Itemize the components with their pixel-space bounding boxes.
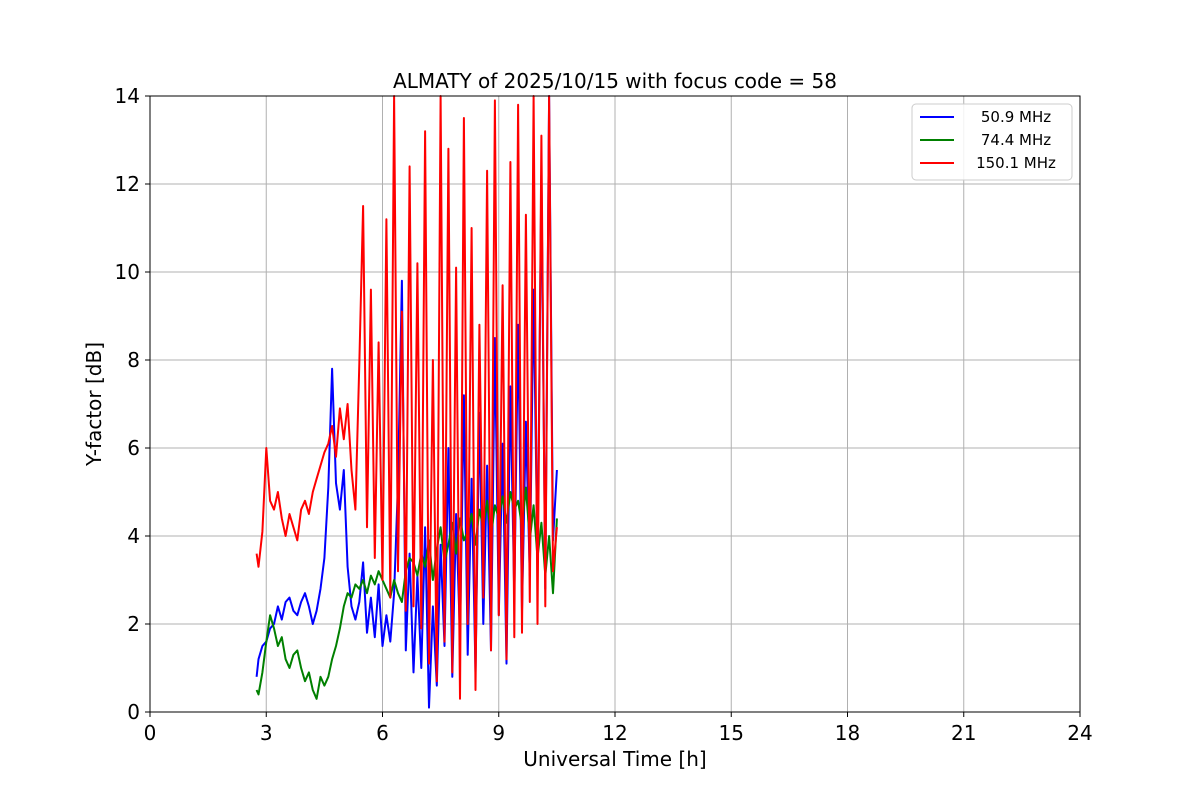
y-axis-label: Y-factor [dB] bbox=[82, 342, 106, 467]
x-tick-label: 9 bbox=[492, 721, 505, 745]
chart-title: ALMATY of 2025/10/15 with focus code = 5… bbox=[393, 69, 837, 93]
y-tick-label: 6 bbox=[127, 436, 140, 460]
series-line-2 bbox=[255, 95, 558, 700]
y-tick-label: 2 bbox=[127, 612, 140, 636]
x-axis-label: Universal Time [h] bbox=[523, 747, 706, 771]
legend-label-50-9: 50.9 MHz bbox=[981, 108, 1051, 126]
y-tick-label: 0 bbox=[127, 700, 140, 724]
y-tick-label: 10 bbox=[115, 260, 140, 284]
legend-frame bbox=[911, 103, 1073, 181]
series-layer bbox=[255, 95, 558, 709]
y-tick-label: 12 bbox=[115, 172, 140, 196]
legend-label-150-1: 150.1 MHz bbox=[976, 154, 1056, 172]
x-tick-label: 15 bbox=[719, 721, 744, 745]
y-tick-label: 8 bbox=[127, 348, 140, 372]
y-tick-label: 4 bbox=[127, 524, 140, 548]
x-tick-label: 0 bbox=[144, 721, 157, 745]
legend-label-74-4: 74.4 MHz bbox=[981, 131, 1051, 149]
y-tick-label: 14 bbox=[115, 84, 140, 108]
x-tick-label: 21 bbox=[951, 721, 976, 745]
legend: 50.9 MHz 74.4 MHz 150.1 MHz bbox=[911, 103, 1073, 181]
x-tick-label: 24 bbox=[1067, 721, 1092, 745]
x-tick-label: 3 bbox=[260, 721, 273, 745]
x-tick-label: 18 bbox=[835, 721, 860, 745]
x-tick-label: 12 bbox=[602, 721, 627, 745]
x-tick-label: 6 bbox=[376, 721, 389, 745]
series-line-0 bbox=[255, 95, 558, 709]
